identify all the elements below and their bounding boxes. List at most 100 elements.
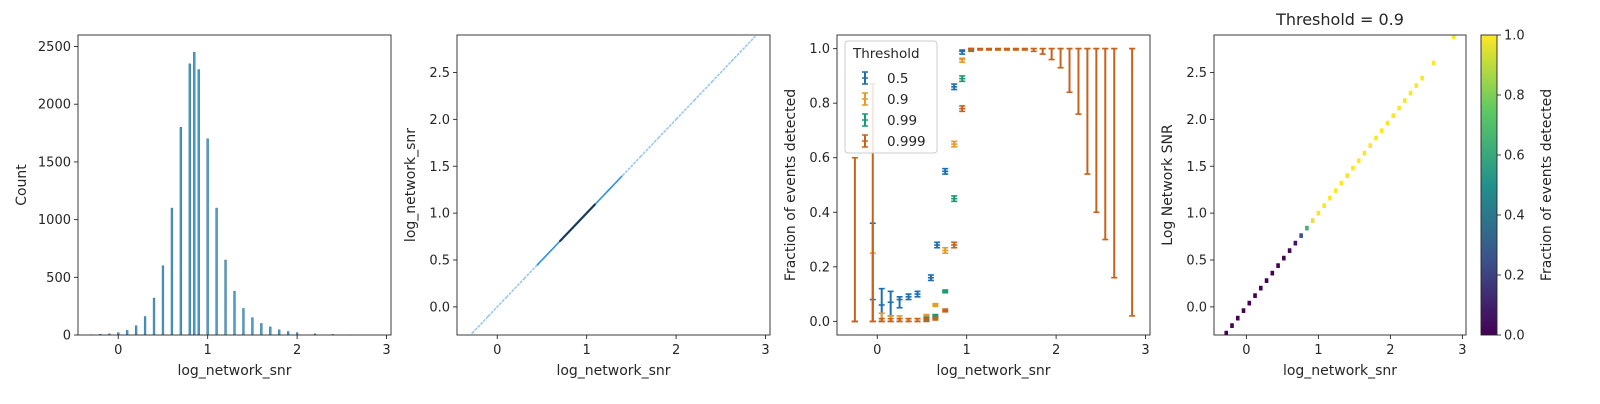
- x-tick-label: 2: [672, 343, 680, 358]
- heatmap-cell: [1305, 226, 1309, 231]
- x-tick-label: 1: [1314, 343, 1322, 358]
- y-tick-label: 0.0: [809, 315, 830, 330]
- colorbar-tick-label: 0.8: [1504, 89, 1525, 104]
- histogram-bar: [198, 70, 200, 335]
- heatmap-cell: [1391, 113, 1395, 118]
- heatmap-cell: [1230, 323, 1234, 328]
- x-axis-label: log_network_snr: [177, 363, 291, 379]
- heatmap-cell: [1294, 241, 1298, 246]
- y-tick-label: 500: [46, 271, 71, 286]
- scatter-segment: [640, 138, 658, 157]
- y-tick-label: 2000: [38, 98, 71, 113]
- heatmap-cell: [1253, 293, 1257, 298]
- x-tick-label: 3: [382, 343, 390, 358]
- histogram-bar: [144, 317, 146, 335]
- histogram-bar: [153, 298, 155, 335]
- heatmap-cell: [1397, 106, 1401, 111]
- legend-entry: 0.99: [887, 113, 917, 129]
- scatter-point: [693, 100, 695, 102]
- histogram-bar: [135, 326, 137, 335]
- scatter-point: [471, 332, 473, 334]
- heatmap-cell: [1288, 248, 1292, 253]
- y-tick-label: 1.5: [1186, 160, 1207, 175]
- colorbar-tick-label: 1.0: [1504, 29, 1525, 44]
- scatter-segment: [488, 298, 506, 317]
- scatter-segment: [569, 223, 578, 232]
- scatter-point: [754, 36, 756, 38]
- colorbar-label: Fraction of events detected: [1539, 89, 1555, 281]
- y-tick-label: 0.8: [809, 97, 830, 112]
- scatter-segment: [609, 176, 622, 190]
- histogram-bar: [207, 139, 209, 335]
- scatter-point: [639, 156, 641, 158]
- histogram-bar: [278, 330, 280, 335]
- y-axis-label: log_network_snr: [403, 128, 419, 242]
- heatmap-cell: [1380, 128, 1384, 133]
- scatter-segment: [551, 241, 560, 250]
- histogram-bar: [189, 64, 191, 335]
- scatter-segment: [712, 61, 732, 82]
- y-axis-label: Fraction of events detected: [783, 89, 799, 281]
- histogram-bar: [251, 318, 253, 335]
- histogram-bar: [193, 52, 195, 335]
- x-tick-label: 0: [493, 343, 501, 358]
- scatter-point: [595, 203, 597, 205]
- y-tick-label: 1.5: [429, 160, 450, 175]
- heatmap-cell: [1265, 278, 1269, 283]
- heatmap-cell: [1386, 121, 1390, 126]
- y-tick-label: 2500: [38, 40, 71, 55]
- heatmap-cell: [1345, 173, 1349, 178]
- scatter-segment: [622, 157, 640, 176]
- scatter-point: [711, 81, 713, 83]
- scatter-point: [608, 189, 610, 191]
- heatmap-cell: [1247, 301, 1251, 306]
- x-tick-label: 1: [204, 343, 212, 358]
- y-tick-label: 0: [63, 329, 71, 344]
- heatmap-cell: [1317, 211, 1321, 216]
- heatmap-cell: [1409, 91, 1413, 96]
- y-tick-label: 0.6: [809, 151, 830, 166]
- histogram-bar: [180, 127, 182, 335]
- scatter-segment: [658, 119, 676, 138]
- plot-area: [471, 36, 755, 334]
- chart-title: Threshold = 0.9: [1275, 10, 1404, 29]
- colorbar-tick-label: 0.6: [1504, 149, 1525, 164]
- y-tick-label: 1000: [38, 213, 71, 228]
- histogram-bar: [260, 323, 262, 335]
- y-tick-label: 1.0: [1186, 207, 1207, 222]
- y-tick-label: 0.4: [809, 206, 830, 221]
- heatmap-cell: [1357, 158, 1361, 163]
- heatmap-cell: [1242, 308, 1246, 313]
- y-tick-label: 2.0: [1186, 113, 1207, 128]
- y-tick-label: 0.5: [429, 254, 450, 269]
- scatter-point: [622, 175, 624, 177]
- heatmap-cell: [1363, 151, 1367, 156]
- colorbar-gradient: [1481, 35, 1497, 335]
- heatmap-cell: [1236, 316, 1240, 321]
- y-tick-label: 1.0: [429, 207, 450, 222]
- y-tick-label: 2.0: [429, 113, 450, 128]
- x-tick-label: 3: [761, 343, 769, 358]
- scatter-segment: [732, 37, 755, 61]
- legend-entry: 0.5: [887, 71, 908, 87]
- scatter-segment: [694, 82, 712, 101]
- heatmap-cell: [1368, 143, 1372, 148]
- x-tick-label: 1: [963, 343, 971, 358]
- legend-entry: 0.9: [887, 92, 908, 108]
- scatter-point: [559, 240, 561, 242]
- heatmap-cell: [1328, 196, 1332, 201]
- x-tick-label: 2: [1052, 343, 1060, 358]
- heatmap-cell: [1374, 136, 1378, 141]
- histogram-bar: [225, 260, 227, 335]
- x-axis-label: log_network_snr: [936, 363, 1050, 379]
- scatter-segment: [506, 279, 524, 298]
- scatter-point: [505, 297, 507, 299]
- heatmap-cell: [1403, 98, 1407, 103]
- scatter-segment: [560, 232, 569, 241]
- y-tick-label: 2.5: [429, 66, 450, 81]
